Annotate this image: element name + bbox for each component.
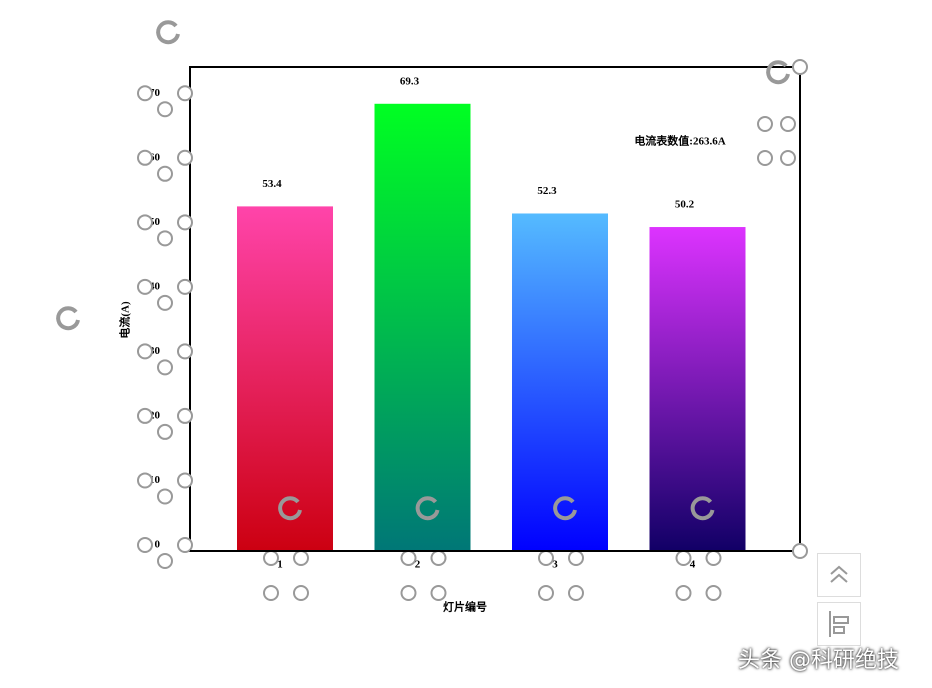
handle bbox=[263, 585, 279, 601]
handle bbox=[157, 165, 173, 182]
handle bbox=[177, 278, 193, 295]
x-tick-label: 4 bbox=[690, 559, 696, 571]
handle bbox=[263, 550, 279, 566]
y-tick-label: 0 bbox=[155, 539, 161, 551]
y-tick-label: 50 bbox=[149, 216, 161, 228]
handle bbox=[157, 488, 173, 505]
handle bbox=[293, 550, 309, 566]
handle bbox=[568, 550, 584, 566]
handle bbox=[538, 585, 554, 601]
handle bbox=[137, 85, 153, 102]
value-label: 50.2 bbox=[675, 199, 695, 211]
handle bbox=[177, 472, 193, 489]
handle bbox=[177, 343, 193, 360]
y-tick-label: 30 bbox=[149, 345, 161, 357]
rotate-handle bbox=[690, 496, 715, 521]
handle bbox=[137, 537, 153, 553]
handle bbox=[430, 550, 447, 566]
x-tick-label: 1 bbox=[277, 559, 283, 571]
y-tick-label: 20 bbox=[149, 409, 161, 421]
rotate-handle bbox=[56, 306, 80, 331]
handle bbox=[757, 116, 773, 132]
bar bbox=[237, 206, 333, 551]
bar bbox=[512, 213, 608, 551]
handle bbox=[675, 550, 692, 566]
handle bbox=[780, 150, 796, 166]
handle bbox=[157, 359, 173, 376]
handle bbox=[430, 585, 447, 601]
handle bbox=[568, 585, 584, 601]
y-tick-label: 10 bbox=[149, 474, 161, 486]
rotate-handle bbox=[766, 60, 790, 85]
y-tick-label: 60 bbox=[149, 151, 161, 163]
watermark: 头条 @科研绝技 bbox=[738, 648, 899, 673]
value-label: 69.3 bbox=[400, 75, 420, 87]
x-tick-label: 2 bbox=[415, 559, 421, 571]
handle bbox=[137, 149, 153, 166]
handle bbox=[538, 550, 554, 566]
rotate-handle bbox=[156, 20, 180, 45]
handle bbox=[792, 543, 808, 559]
handle bbox=[757, 150, 773, 166]
x-axis-label: 灯片编号 bbox=[443, 600, 487, 614]
bar bbox=[649, 227, 746, 551]
handle bbox=[177, 149, 193, 166]
handle bbox=[157, 553, 173, 569]
handle bbox=[705, 585, 722, 601]
y-tick-label: 70 bbox=[149, 87, 161, 99]
handle bbox=[705, 550, 722, 566]
handle bbox=[137, 407, 153, 424]
handle bbox=[400, 550, 417, 566]
handle bbox=[137, 278, 153, 295]
x-tick-label: 3 bbox=[552, 559, 558, 571]
handle bbox=[177, 85, 193, 102]
handle bbox=[137, 472, 153, 489]
handle bbox=[177, 537, 193, 553]
handle bbox=[157, 101, 173, 118]
handle bbox=[137, 214, 153, 231]
handle bbox=[137, 343, 153, 360]
handle bbox=[157, 294, 173, 311]
handle bbox=[177, 407, 193, 424]
handle bbox=[400, 585, 417, 601]
align-button[interactable] bbox=[817, 602, 861, 646]
handle bbox=[792, 59, 808, 75]
handle bbox=[157, 423, 173, 440]
handle bbox=[177, 214, 193, 231]
y-axis-label: 电流(A) bbox=[118, 301, 132, 339]
collapse-button[interactable] bbox=[817, 553, 861, 597]
rotate-handle bbox=[278, 496, 302, 521]
value-label: 52.3 bbox=[537, 185, 557, 197]
handle bbox=[780, 116, 796, 132]
annotation: 电流表数值:263.6A bbox=[634, 134, 725, 148]
handle bbox=[293, 585, 309, 601]
rotate-handle bbox=[553, 496, 577, 521]
value-label: 53.4 bbox=[262, 178, 282, 190]
handle bbox=[157, 230, 173, 247]
bar bbox=[374, 103, 471, 551]
y-tick-label: 40 bbox=[149, 280, 161, 292]
rotate-handle bbox=[415, 496, 440, 521]
handle bbox=[675, 585, 692, 601]
